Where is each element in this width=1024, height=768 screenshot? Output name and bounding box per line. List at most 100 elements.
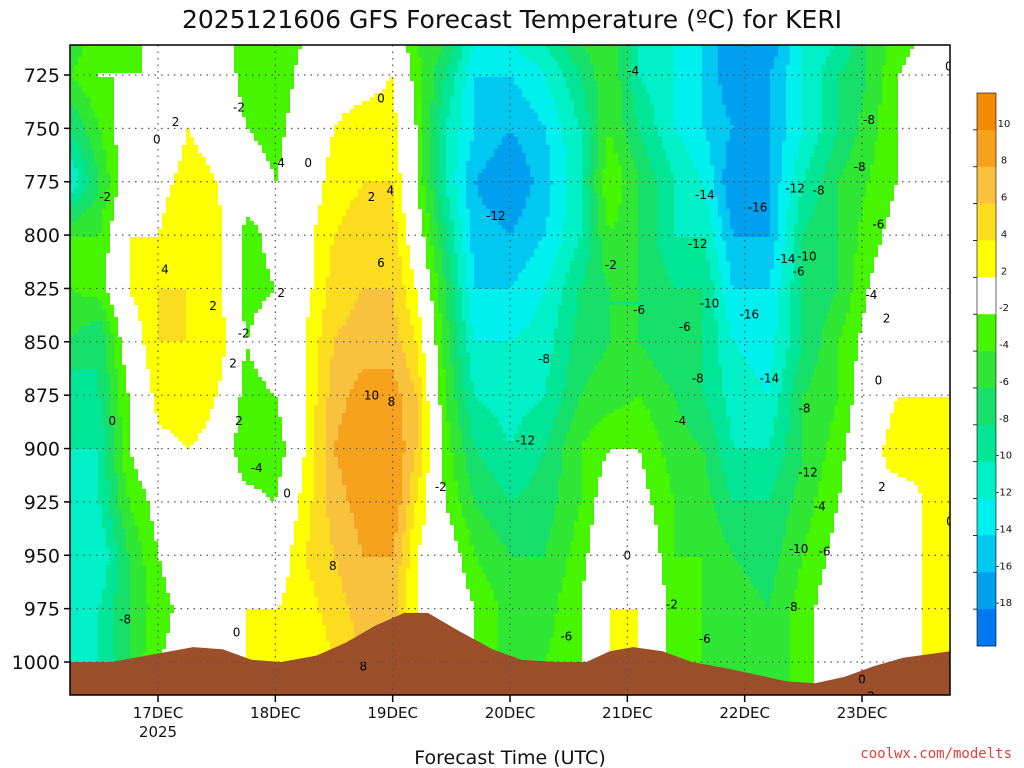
contour-label: -4 (273, 156, 285, 170)
contour-label: -4 (627, 64, 639, 78)
colorbar-label: 10 (998, 119, 1011, 130)
colorbar-label: -4 (999, 340, 1009, 351)
contour-label: -10 (797, 250, 817, 264)
contour-label: 0 (108, 414, 116, 428)
contour-label: -14 (695, 188, 715, 202)
colorbar-label: -8 (999, 414, 1009, 425)
contour-label: -12 (515, 433, 535, 447)
y-tick-label: 1000 (12, 652, 60, 674)
colorbar-bin (977, 425, 996, 462)
contour-label: 2 (878, 480, 886, 494)
colorbar-label: 6 (1001, 193, 1007, 204)
colorbar-label: -10 (996, 451, 1012, 462)
chart-title: 2025121606 GFS Forecast Temperature (ºC)… (182, 5, 842, 34)
x-tick-label: 17DEC (133, 704, 184, 722)
contour-label: -6 (633, 303, 645, 317)
contour-label: -16 (740, 307, 760, 321)
credit-text[interactable]: coolwx.com/modelts (860, 746, 1012, 762)
contour-label: -4 (557, 709, 569, 723)
contour-label: -10 (700, 297, 720, 311)
colorbar-label: 2 (1001, 266, 1007, 277)
colorbar-bin (977, 462, 996, 499)
contour-label: -12 (785, 181, 805, 195)
contour-label: 2 (229, 356, 237, 370)
y-tick-label: 975 (24, 599, 60, 621)
contour-label: -2 (666, 598, 678, 612)
contour-label: -2 (605, 258, 617, 272)
contour-label: -10 (789, 542, 809, 556)
contour-label: 0 (377, 92, 385, 106)
contour-label: 0 (233, 625, 241, 639)
colorbar-bin (977, 314, 996, 351)
contour-label: -4 (674, 414, 686, 428)
contour-label: -8 (692, 371, 704, 385)
contour-label: 0 (153, 132, 161, 146)
colorbar-bin (977, 93, 996, 130)
contour-label: -4 (865, 288, 877, 302)
contour-label: -8 (813, 184, 825, 198)
colorbar-bin (977, 204, 996, 241)
colorbar-label: -12 (996, 488, 1012, 499)
colorbar-label: 4 (1001, 229, 1007, 240)
contour-label: -12 (798, 465, 818, 479)
y-tick-label: 750 (24, 118, 60, 140)
contour-label: 0 (875, 374, 883, 388)
contour-label: -12 (688, 237, 708, 251)
contour-label: -6 (872, 218, 884, 232)
contour-label: 0 (945, 60, 953, 74)
colorbar-bin (977, 130, 996, 167)
contour-label: 0 (283, 487, 291, 501)
colorbar-bin (977, 609, 996, 646)
contour-label: -16 (748, 201, 768, 215)
y-tick-label: 925 (24, 492, 60, 514)
colorbar-label: -14 (996, 524, 1012, 535)
contour-label: 6 (377, 256, 385, 270)
colorbar-label: -2 (999, 303, 1009, 314)
contour-label: -8 (863, 113, 875, 127)
y-tick-label: 725 (24, 65, 60, 87)
contour-label: -8 (854, 160, 866, 174)
colorbar-bin (977, 388, 996, 425)
contour-label: -8 (799, 401, 811, 415)
colorbar-bin (977, 240, 996, 277)
x-tick-label: 23DEC (837, 704, 888, 722)
contour-label: 2 (235, 414, 243, 428)
colorbar-label: -6 (999, 377, 1009, 388)
colorbar-bin (977, 572, 996, 609)
contour-label: -2 (435, 480, 447, 494)
contour-label: 8 (329, 559, 337, 573)
contour-label: -2 (863, 689, 875, 703)
contour-label: -2 (99, 190, 111, 204)
contour-label: 0 (304, 156, 312, 170)
y-tick-label: 775 (24, 172, 60, 194)
contour-label: -4 (814, 499, 826, 513)
contour-label: -6 (699, 632, 711, 646)
contour-label: -2 (233, 100, 245, 114)
y-tick-label: 950 (24, 545, 60, 567)
contour-label: -2 (238, 327, 250, 341)
colorbar-bin (977, 277, 996, 314)
y-tick-label: 825 (24, 278, 60, 300)
y-tick-label: 850 (24, 332, 60, 354)
x-tick-label: 19DEC (367, 704, 418, 722)
contour-label: -8 (119, 613, 131, 627)
contour-label: 0 (858, 672, 866, 686)
contour-label: 2 (172, 115, 180, 129)
y-tick-label: 800 (24, 225, 60, 247)
colorbar-bin (977, 535, 996, 572)
contour-label: 8 (388, 395, 396, 409)
y-tick-label: 900 (24, 439, 60, 461)
x-tick-label: 22DEC (719, 704, 770, 722)
colorbar-label: 8 (1001, 156, 1007, 167)
contour-label: -4 (762, 724, 774, 738)
x-tick-label: 21DEC (602, 704, 653, 722)
x-tick-year-label: 2025 (139, 723, 177, 741)
contour-label: 4 (161, 263, 169, 277)
x-axis-title: Forecast Time (UTC) (414, 747, 605, 768)
contour-label: 2 (655, 704, 663, 718)
